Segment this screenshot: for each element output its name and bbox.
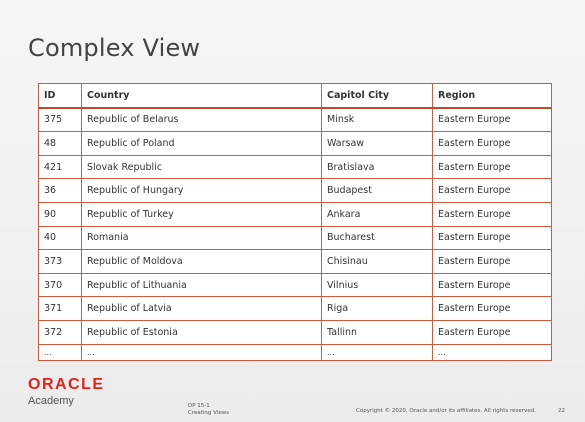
cell-country: Slovak Republic <box>81 154 322 180</box>
cell-capitol-city: Tallinn <box>321 319 433 345</box>
cell-id: 90 <box>38 201 82 227</box>
cell-id: 371 <box>38 296 82 321</box>
cell-country: Republic of Belarus <box>81 107 322 133</box>
table-row: 421 Slovak Republic Bratislava Eastern Euro… <box>38 154 552 180</box>
cell-capitol-city: Vilnius <box>321 272 433 298</box>
header-id: ID <box>38 82 82 109</box>
cell-capitol-city: Warsaw <box>321 131 433 156</box>
table-row: 90 Republic of Turkey Ankara Eastern Europe <box>38 201 552 227</box>
cell-region: Eastern Europe <box>432 201 552 227</box>
cell-country: Republic of Latvia <box>81 296 322 321</box>
cell-id: 421 <box>38 154 82 180</box>
header-country: Country <box>81 82 322 109</box>
table-row: 371 Republic of Latvia Riga Eastern Europe <box>38 296 552 321</box>
cell-region: Eastern Europe <box>432 272 552 298</box>
countries-table: ID Country Capitol City Region 375 Republ… <box>38 82 552 361</box>
cell-region: Eastern Europe <box>432 131 552 156</box>
cell-capitol-city: ... <box>321 343 433 361</box>
table-row: 40 Romania Bucharest Eastern Europe <box>38 225 552 251</box>
cell-region: Eastern Europe <box>432 319 552 345</box>
table-row: 375 Republic of Belarus Minsk Eastern Europ… <box>38 107 552 133</box>
table-row: 36 Republic of Hungary Budapest Eastern Eur… <box>38 178 552 203</box>
cell-id: 372 <box>38 319 82 345</box>
cell-region: Eastern Europe <box>432 178 552 203</box>
cell-country: Romania <box>81 225 322 251</box>
cell-region: Eastern Europe <box>432 249 552 274</box>
cell-capitol-city: Bucharest <box>321 225 433 251</box>
course-code: DP 15-1 <box>188 403 210 409</box>
cell-id: ... <box>38 343 82 361</box>
cell-id: 373 <box>38 249 82 274</box>
cell-region: Eastern Europe <box>432 107 552 133</box>
header-capitol-city: Capitol City <box>321 82 433 109</box>
cell-country: Republic of Hungary <box>81 178 322 203</box>
cell-capitol-city: Chisinau <box>321 249 433 274</box>
cell-capitol-city: Riga <box>321 296 433 321</box>
cell-capitol-city: Bratislava <box>321 154 433 180</box>
header-region: Region <box>432 82 552 109</box>
cell-region: Eastern Europe <box>432 296 552 321</box>
cell-region: Eastern Europe <box>432 225 552 251</box>
cell-country: ... <box>81 343 322 361</box>
table-row: 372 Republic of Estonia Tallinn Eastern Eur… <box>38 319 552 345</box>
table-row: 370 Republic of Lithuania Vilnius Eastern E… <box>38 272 552 298</box>
cell-id: 48 <box>38 131 82 156</box>
academy-logo-text: Academy <box>28 395 74 407</box>
copyright-text: Copyright © 2020, Oracle and/or its affi… <box>356 408 536 414</box>
lesson-title: Creating Views <box>188 409 230 416</box>
cell-country: Republic of Moldova <box>81 249 322 274</box>
cell-country: Republic of Lithuania <box>81 272 322 298</box>
cell-id: 40 <box>38 225 82 251</box>
table-body: 375 Republic of Belarus Minsk Eastern Europ… <box>38 107 552 361</box>
cell-capitol-city: Ankara <box>321 201 433 227</box>
oracle-logo-text: ORACLE <box>28 376 105 393</box>
table-row: 48 Republic of Poland Warsaw Eastern Europe <box>38 131 552 156</box>
oracle-academy-logo: ORACLE Academy <box>28 376 105 408</box>
cell-country: Republic of Poland <box>81 131 322 156</box>
slide-title: Complex View <box>28 34 201 62</box>
cell-region: Eastern Europe <box>432 154 552 180</box>
table-row: 373 Republic of Moldova Chisinau Eastern Eu… <box>38 249 552 274</box>
cell-country: Republic of Turkey <box>81 201 322 227</box>
course-info: DP 15-1 Creating Views <box>188 403 229 416</box>
table-row: ............ <box>38 343 552 361</box>
cell-country: Republic of Estonia <box>81 319 322 345</box>
table-header-row: ID Country Capitol City Region <box>38 82 552 109</box>
page-number: 22 <box>558 408 565 414</box>
cell-capitol-city: Minsk <box>321 107 433 133</box>
cell-id: 375 <box>38 107 82 133</box>
cell-id: 36 <box>38 178 82 203</box>
cell-region: ... <box>432 343 552 361</box>
cell-id: 370 <box>38 272 82 298</box>
cell-capitol-city: Budapest <box>321 178 433 203</box>
